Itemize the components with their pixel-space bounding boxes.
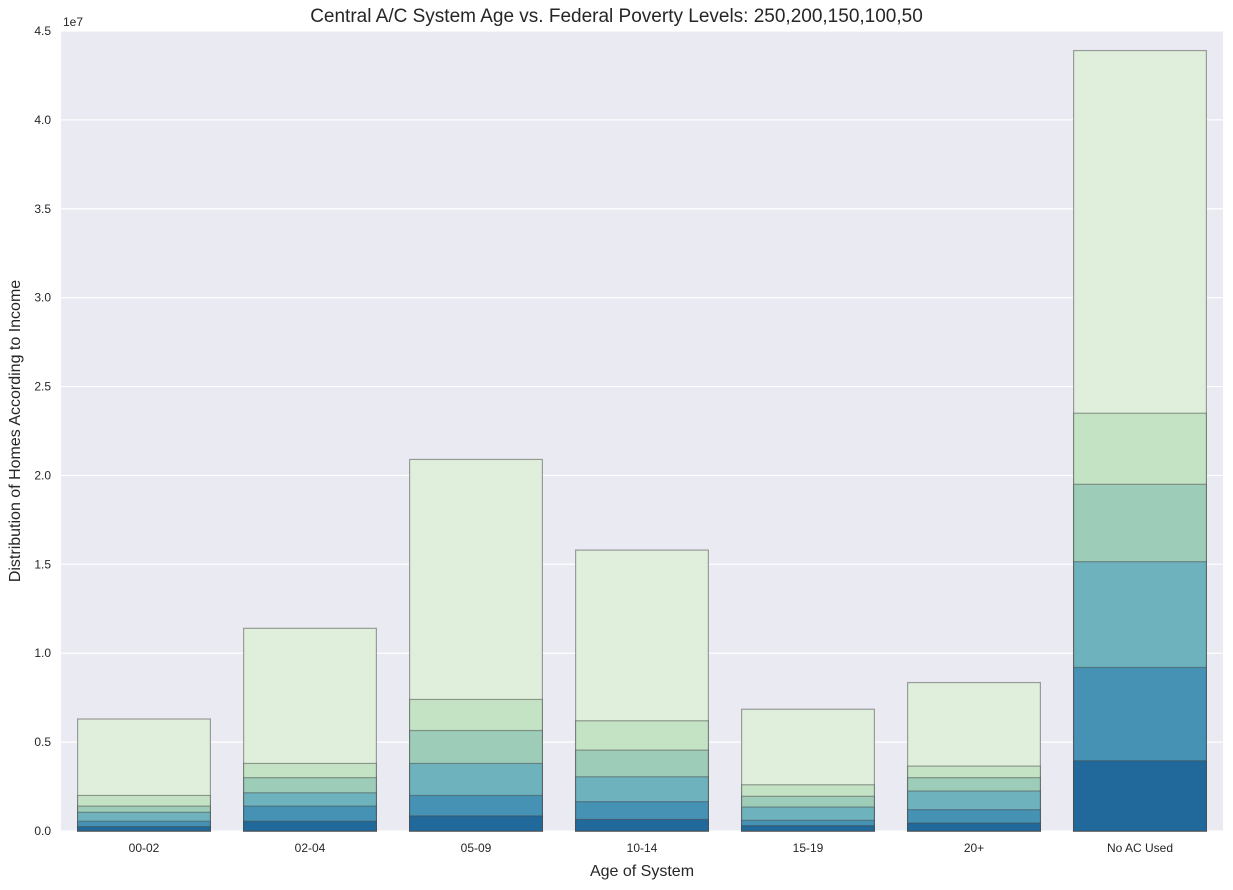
chart-title: Central A/C System Age vs. Federal Pover… xyxy=(310,6,923,27)
y-tick-label: 3.0 xyxy=(34,291,51,305)
y-tick-label: 4.5 xyxy=(34,24,51,38)
bar-02-04-layer-6 xyxy=(243,820,378,832)
y-tick-label: 2.0 xyxy=(34,468,51,482)
x-axis-label: Age of System xyxy=(590,863,694,880)
y-tick-label: 2.5 xyxy=(34,380,51,394)
y-tick-label: 0.0 xyxy=(34,824,51,838)
bar-no-ac-used-layer-6 xyxy=(1072,760,1207,832)
bar-15-19-layer-6 xyxy=(740,825,875,832)
y-tick-label: 3.5 xyxy=(34,202,51,216)
x-tick-label: 10-14 xyxy=(627,841,658,855)
y-axis-offset-label: 1e7 xyxy=(63,15,83,29)
y-tick-labels: 0.0 0.5 1.0 1.5 2.0 2.5 3.0 3.5 4.0 4.5 xyxy=(34,24,51,838)
x-tick-label: 20+ xyxy=(964,841,984,855)
y-tick-label: 1.5 xyxy=(34,557,51,571)
bar-10-14-layer-6 xyxy=(574,818,709,832)
x-tick-labels: 00-02 02-04 05-09 10-14 15-19 20+ No AC Used xyxy=(129,841,1173,855)
bars xyxy=(76,49,1207,832)
y-tick-label: 4.0 xyxy=(34,113,51,127)
y-tick-label: 1.0 xyxy=(34,646,51,660)
x-tick-label: 00-02 xyxy=(129,841,160,855)
bar-05-09-layer-6 xyxy=(409,815,544,832)
y-tick-label: 0.5 xyxy=(34,735,51,749)
x-tick-label: No AC Used xyxy=(1107,841,1173,855)
x-tick-label: 02-04 xyxy=(295,841,326,855)
y-axis-label: Distribution of Homes According to Incom… xyxy=(7,280,24,582)
bar-20--layer-6 xyxy=(906,822,1041,832)
x-tick-label: 15-19 xyxy=(793,841,824,855)
x-tick-label: 05-09 xyxy=(461,841,492,855)
bar-00-02-layer-6 xyxy=(76,825,212,832)
